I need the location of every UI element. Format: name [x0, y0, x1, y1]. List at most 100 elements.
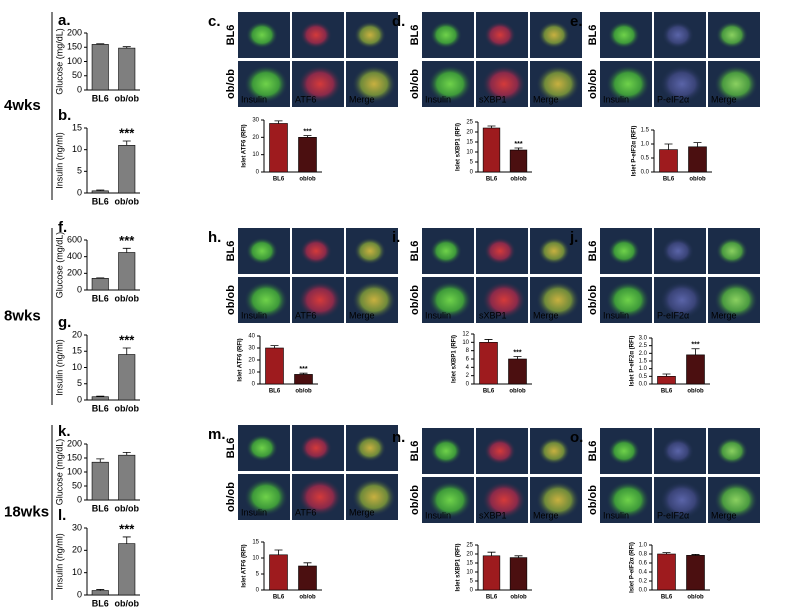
row-genotype-label: BL6 — [225, 25, 237, 46]
y-tick-label: 25 — [466, 543, 473, 549]
x-tick-label: BL6 — [92, 503, 109, 513]
bar — [118, 145, 136, 194]
error-bar — [274, 549, 283, 555]
y-tick-label: 30 — [252, 118, 259, 124]
islet — [662, 237, 694, 265]
y-tick-label: 1.5 — [641, 128, 650, 134]
x-tick-label: ob/ob — [115, 503, 140, 513]
islet — [300, 237, 332, 265]
channel-caption: P-eIF2α — [657, 510, 689, 520]
bar — [91, 396, 109, 401]
islet — [246, 21, 278, 49]
islet — [660, 65, 704, 103]
bar — [482, 127, 501, 173]
y-tick-label: 200 — [67, 438, 82, 448]
bar — [509, 557, 528, 591]
x-tick-label: BL6 — [92, 196, 109, 206]
bar — [118, 354, 136, 401]
islet — [298, 478, 342, 516]
y-tick-label: 20 — [72, 545, 82, 555]
panel-letter: m. — [208, 426, 226, 443]
y-axis-label: Glucose (mg/dL) — [54, 439, 64, 506]
y-tick-label: 25 — [466, 120, 473, 126]
row-genotype-label: ob/ob — [409, 285, 421, 315]
significance: *** — [303, 128, 311, 135]
channel-caption: Merge — [349, 94, 375, 104]
significance: *** — [119, 332, 135, 347]
error-bar — [122, 347, 131, 355]
error-bar — [662, 552, 671, 554]
panel-letter: l. — [58, 507, 66, 524]
islet — [244, 65, 288, 103]
x-tick-label: ob/ob — [510, 595, 527, 601]
y-tick-label: 0.0 — [639, 382, 648, 388]
y-tick-label: 10 — [72, 144, 82, 154]
y-tick-label: 0 — [77, 589, 82, 599]
y-tick-label: 0.2 — [639, 579, 648, 585]
channel-caption: Insulin — [603, 510, 629, 520]
channel-caption: Merge — [711, 94, 737, 104]
y-tick-label: 5 — [77, 166, 82, 176]
x-tick-label: BL6 — [663, 177, 675, 183]
x-tick-label: ob/ob — [687, 389, 704, 395]
y-tick-label: 0.0 — [641, 170, 650, 176]
y-tick-label: 0.8 — [639, 552, 648, 558]
error-bar — [513, 356, 522, 359]
channel-caption: Merge — [533, 310, 559, 320]
y-tick-label: 30 — [72, 522, 82, 532]
y-tick-label: 20 — [248, 358, 255, 364]
bar — [688, 146, 707, 173]
y-tick-label: 10 — [72, 362, 82, 372]
y-axis-label: Glucose (mg/dL) — [54, 232, 64, 299]
row-genotype-label: ob/ob — [409, 485, 421, 515]
x-tick-label: BL6 — [661, 595, 673, 601]
channel-caption: P-eIF2α — [657, 310, 689, 320]
bar — [118, 252, 136, 291]
error-bar — [662, 373, 671, 377]
islet — [430, 437, 462, 465]
islet — [716, 21, 748, 49]
row-genotype-label: BL6 — [409, 25, 421, 46]
islet — [428, 281, 472, 319]
y-tick-label: 0.6 — [639, 561, 648, 567]
channel-caption: Insulin — [241, 310, 267, 320]
panel-letter: b. — [58, 107, 71, 124]
islet — [606, 65, 650, 103]
y-tick-label: 2.0 — [639, 351, 648, 357]
error-bar — [514, 555, 523, 558]
y-tick-label: 1.5 — [639, 359, 648, 365]
islet — [662, 437, 694, 465]
x-tick-label: ob/ob — [115, 403, 140, 413]
y-tick-label: 2.5 — [639, 343, 648, 349]
islet — [352, 478, 396, 516]
channel-caption: Merge — [711, 510, 737, 520]
islet — [608, 21, 640, 49]
x-tick-label: ob/ob — [295, 389, 312, 395]
significance: *** — [119, 521, 135, 536]
error-bar — [122, 536, 131, 544]
islet — [714, 65, 758, 103]
error-bar — [122, 247, 131, 253]
error-bar — [664, 143, 673, 150]
y-tick-label: 50 — [72, 480, 82, 490]
x-tick-label: BL6 — [92, 598, 109, 608]
panel-letter: f. — [58, 219, 67, 236]
y-tick-label: 50 — [72, 70, 82, 80]
y-tick-label: 6 — [466, 357, 470, 363]
row-genotype-label: ob/ob — [587, 285, 599, 315]
y-axis-label: Islet P-eIF2α (RFI) — [632, 126, 638, 177]
y-tick-label: 5 — [256, 572, 260, 578]
bar — [482, 555, 501, 591]
islet — [428, 481, 472, 519]
error-bar — [270, 345, 279, 348]
y-tick-label: 0 — [77, 284, 82, 294]
error-bar — [299, 372, 308, 375]
y-tick-label: 0 — [256, 170, 260, 176]
bar — [294, 374, 313, 385]
channel-caption: Merge — [349, 507, 375, 517]
y-tick-label: 600 — [67, 234, 82, 244]
channel-caption: Insulin — [241, 94, 267, 104]
islet — [538, 437, 570, 465]
x-tick-label: BL6 — [486, 595, 498, 601]
y-tick-label: 10 — [252, 556, 259, 562]
